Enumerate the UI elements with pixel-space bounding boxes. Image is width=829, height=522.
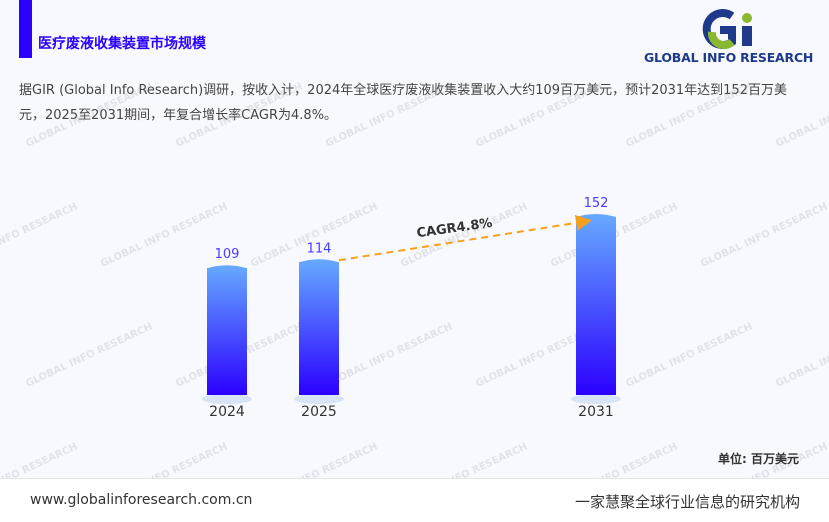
website-link[interactable]: www.globalinforesearch.com.cn (30, 492, 253, 508)
gi-logo-icon (702, 9, 752, 50)
footer: www.globalinforesearch.com.cn 一家慧聚全球行业信息… (0, 478, 829, 522)
description: 据GIR (Global Info Research)调研，按收入计，2024年… (19, 83, 787, 123)
bar (299, 259, 339, 395)
bar (207, 265, 247, 395)
x-tick-label: 2025 (301, 404, 337, 420)
unit-label: 单位: 百万美元 (718, 452, 799, 466)
bar (576, 214, 616, 395)
cagr-arrow (338, 214, 592, 262)
bar-shadow (294, 394, 344, 404)
bar-shadow (202, 394, 252, 404)
data-label: 114 (307, 241, 332, 256)
data-label: 152 (584, 196, 609, 211)
slogan: 一家慧聚全球行业信息的研究机构 (574, 493, 800, 511)
bar-shadow (571, 394, 621, 404)
gir-logo: GLOBAL INFO RESEARCH (640, 8, 814, 68)
data-label: 109 (215, 247, 240, 262)
title-accent-bar (19, 0, 32, 58)
x-tick-label: 2024 (209, 404, 245, 420)
x-tick-label: 2031 (578, 404, 614, 420)
page-title: 医疗废液收集装置市场规模 (38, 36, 206, 52)
logo-text: GLOBAL INFO RESEARCH (644, 50, 814, 65)
